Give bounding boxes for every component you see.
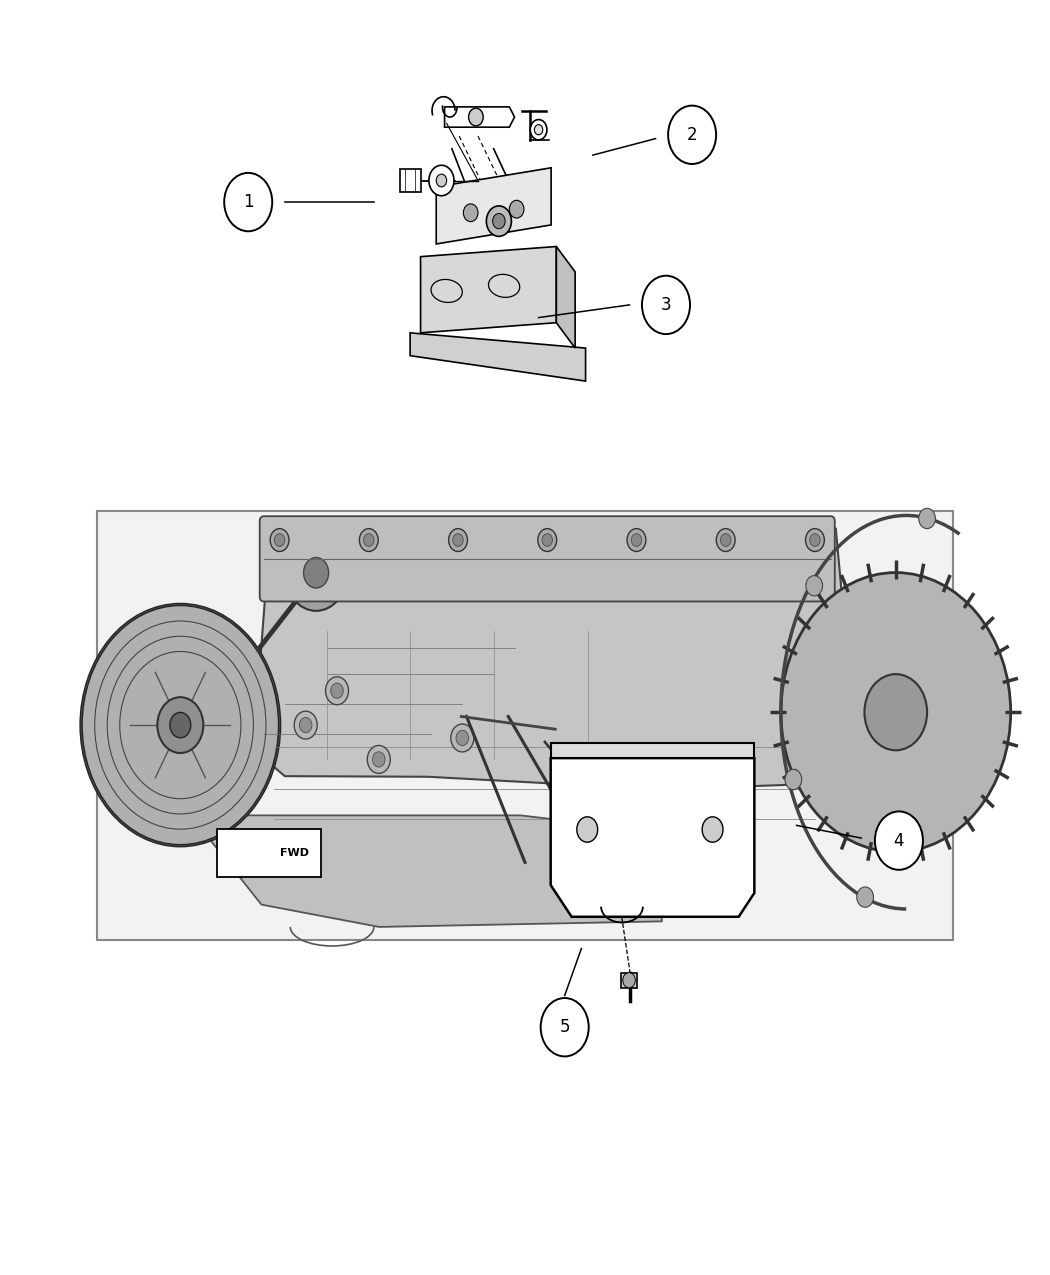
Circle shape [428, 166, 454, 196]
Circle shape [805, 529, 824, 552]
Circle shape [702, 817, 723, 843]
Circle shape [716, 529, 735, 552]
Circle shape [450, 724, 474, 752]
Circle shape [919, 509, 936, 529]
Polygon shape [436, 168, 551, 244]
Circle shape [538, 529, 556, 552]
Polygon shape [411, 333, 586, 381]
Circle shape [492, 213, 505, 228]
Circle shape [448, 529, 467, 552]
Circle shape [81, 604, 279, 845]
Circle shape [468, 108, 483, 126]
Circle shape [453, 534, 463, 547]
Circle shape [720, 534, 731, 547]
Polygon shape [444, 107, 514, 128]
FancyBboxPatch shape [97, 510, 953, 940]
Circle shape [270, 529, 289, 552]
Text: 5: 5 [560, 1019, 570, 1037]
Circle shape [274, 534, 285, 547]
Circle shape [642, 275, 690, 334]
Circle shape [781, 572, 1011, 852]
Circle shape [294, 711, 317, 739]
Circle shape [285, 534, 348, 611]
Text: FWD: FWD [279, 848, 309, 858]
FancyBboxPatch shape [217, 829, 321, 877]
Circle shape [810, 534, 820, 547]
Circle shape [631, 534, 642, 547]
Circle shape [486, 205, 511, 236]
Circle shape [623, 973, 635, 988]
Circle shape [170, 713, 191, 738]
FancyBboxPatch shape [400, 170, 421, 193]
Circle shape [541, 998, 589, 1057]
Circle shape [326, 677, 349, 705]
Circle shape [668, 106, 716, 164]
Circle shape [158, 697, 204, 754]
Circle shape [542, 534, 552, 547]
Polygon shape [253, 524, 846, 789]
Circle shape [368, 746, 391, 774]
Circle shape [785, 769, 802, 789]
Circle shape [534, 125, 543, 135]
Circle shape [875, 811, 923, 870]
Text: 1: 1 [243, 193, 253, 212]
Text: 3: 3 [660, 296, 671, 314]
Circle shape [303, 557, 329, 588]
Circle shape [456, 731, 468, 746]
Circle shape [864, 674, 927, 750]
Circle shape [509, 200, 524, 218]
Circle shape [530, 120, 547, 140]
Text: 2: 2 [687, 126, 697, 144]
Circle shape [436, 175, 446, 187]
Circle shape [299, 718, 312, 733]
Text: 4: 4 [894, 831, 904, 849]
Circle shape [857, 887, 874, 908]
Polygon shape [550, 759, 754, 917]
Circle shape [463, 204, 478, 222]
Circle shape [805, 575, 822, 595]
Polygon shape [191, 816, 662, 927]
Circle shape [359, 529, 378, 552]
Polygon shape [550, 743, 754, 759]
Circle shape [363, 534, 374, 547]
Circle shape [373, 752, 385, 768]
Polygon shape [421, 246, 556, 333]
Polygon shape [556, 246, 575, 348]
Circle shape [225, 173, 272, 231]
FancyBboxPatch shape [259, 516, 835, 602]
Circle shape [331, 683, 343, 699]
Circle shape [576, 817, 597, 843]
Circle shape [627, 529, 646, 552]
FancyBboxPatch shape [621, 973, 637, 988]
